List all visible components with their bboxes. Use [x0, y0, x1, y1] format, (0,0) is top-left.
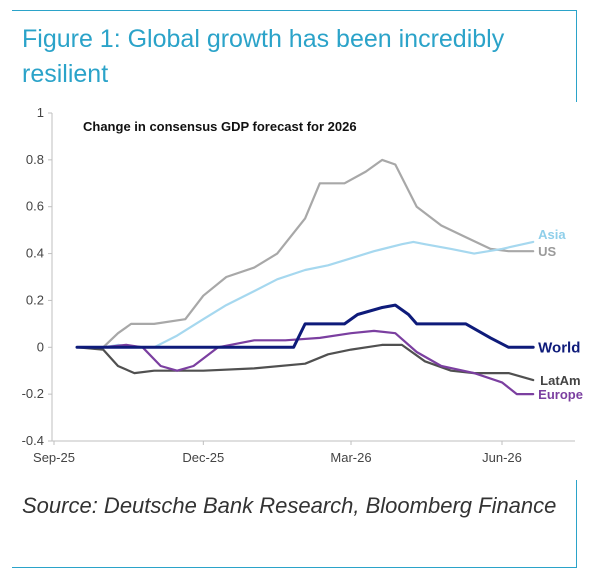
y-tick-label: 0.6 [26, 199, 44, 214]
y-tick-label: 1 [37, 105, 44, 120]
series-line-us [75, 158, 535, 349]
x-tick-label: Mar-26 [330, 450, 371, 465]
y-tick-label: -0.2 [22, 386, 44, 401]
chart-series-lines [75, 158, 535, 396]
chart-axes: -0.4 -0.2 0 0.2 0.4 0.6 0.8 1 Sep-25 Dec-25 Mar-26… [22, 105, 575, 465]
source-note: Source: Deutsche Bank Research, Bloomber… [22, 493, 557, 518]
chart-title: Change in consensus GDP forecast for 202… [83, 119, 357, 134]
y-tick-label: 0.8 [26, 152, 44, 167]
series-label-latam: LatAm [540, 373, 580, 388]
series-label-asia: Asia [538, 227, 566, 242]
series-label-europe: Europe [538, 387, 583, 402]
x-tick-label: Sep-25 [33, 450, 75, 465]
series-line-world [75, 303, 535, 349]
y-tick-label: 0.4 [26, 246, 44, 261]
title-frame [12, 10, 577, 102]
chart: -0.4 -0.2 0 0.2 0.4 0.6 0.8 1 Sep-25 Dec-25 Mar-26… [22, 105, 583, 465]
y-tick-label: -0.4 [22, 433, 44, 448]
x-tick-label: Jun-26 [482, 450, 522, 465]
x-tick-label: Dec-25 [182, 450, 224, 465]
figure-title: Figure 1: Global growth has been incredi… [22, 25, 505, 88]
series-line-asia [75, 240, 535, 349]
y-tick-label: 0.2 [26, 292, 44, 307]
series-line-latam [75, 343, 535, 382]
series-label-world: World [538, 339, 580, 356]
series-label-us: US [538, 244, 556, 259]
series-line-europe [75, 329, 535, 396]
y-tick-label: 0 [37, 339, 44, 354]
source-frame [12, 480, 577, 568]
